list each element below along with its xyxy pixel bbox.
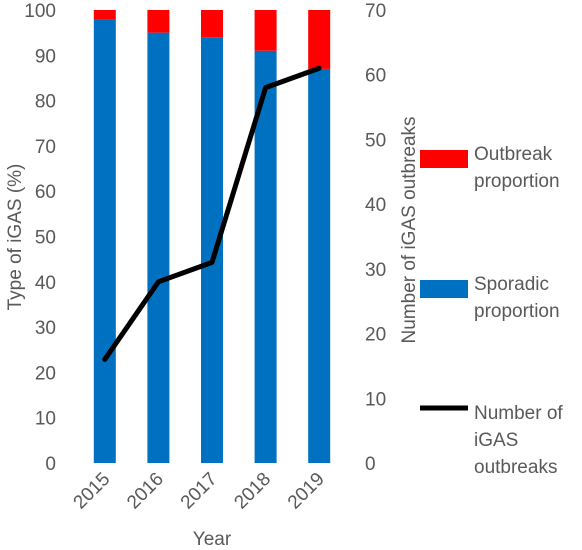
legend-label: proportion (474, 301, 560, 322)
legend-label: Number of (474, 403, 563, 424)
y-tick-label: 70 (35, 137, 56, 158)
bar-sporadic-proportion-2015 (93, 19, 116, 464)
bar-sporadic-proportion-2019 (308, 68, 331, 463)
y2-tick-label: 60 (365, 66, 386, 87)
x-tick-label: 2017 (177, 469, 222, 514)
y-tick-label: 20 (35, 363, 56, 384)
y2-axis-title: Number of iGAS outbreaks (399, 116, 420, 343)
legend-marker-0 (420, 150, 468, 168)
bar-sporadic-proportion-2018 (254, 50, 277, 464)
legend-label: iGAS (474, 430, 518, 451)
line-layer (102, 65, 322, 362)
y2-tick-label: 20 (365, 325, 386, 346)
legend-label: Sporadic (474, 274, 549, 295)
y2-tick-label: 0 (365, 454, 376, 475)
legend-label: proportion (474, 171, 560, 192)
y-tick-label: 50 (35, 228, 56, 249)
y2-tick-label: 70 (365, 1, 386, 22)
x-axis-title: Year (193, 529, 232, 550)
bar-outbreak-proportion-2017 (201, 10, 223, 38)
bar-outbreak-proportion-2016 (147, 10, 170, 33)
y-tick-label: 80 (35, 92, 56, 113)
y2-axis-ticks: 0 10 20 30 40 50 60 70 (365, 1, 386, 475)
y2-tick-label: 10 (365, 389, 386, 410)
x-tick-label: 2019 (284, 469, 329, 514)
y2-tick-label: 30 (365, 260, 386, 281)
bar-outbreak-proportion-2018 (254, 10, 277, 51)
y-tick-label: 90 (35, 46, 56, 67)
bar-outbreak-proportion-2015 (93, 10, 116, 20)
bar-sporadic-proportion-2016 (147, 32, 170, 464)
y-tick-label: 0 (45, 454, 56, 475)
bar-sporadic-proportion-2017 (201, 37, 223, 464)
x-tick-label: 2015 (70, 469, 115, 514)
y2-tick-label: 50 (365, 130, 386, 151)
bar-outbreak-proportion-2019 (308, 10, 331, 69)
y-tick-label: 10 (35, 409, 56, 430)
y-tick-label: 30 (35, 318, 56, 339)
x-axis-ticks: 2015 2016 2017 2018 2019 (70, 469, 329, 514)
legend-marker-1 (420, 280, 468, 298)
legend-label: outbreaks (474, 457, 557, 478)
legend-label: Outbreak (474, 144, 553, 165)
bars-layer (93, 10, 331, 464)
y-tick-label: 100 (24, 1, 56, 22)
y-tick-label: 60 (35, 182, 56, 203)
line-number-of-igas-outbreaks (102, 65, 322, 362)
y2-tick-label: 40 (365, 195, 386, 216)
y-tick-label: 40 (35, 273, 56, 294)
x-tick-label: 2016 (123, 469, 168, 514)
y-axis-title: Type of iGAS (%) (5, 164, 26, 311)
y-axis-ticks: 0 10 20 30 40 50 60 70 80 90 100 (24, 1, 56, 475)
x-tick-label: 2018 (230, 469, 275, 514)
legend: Outbreak proportion Sporadic proportion Numb… (420, 144, 563, 478)
